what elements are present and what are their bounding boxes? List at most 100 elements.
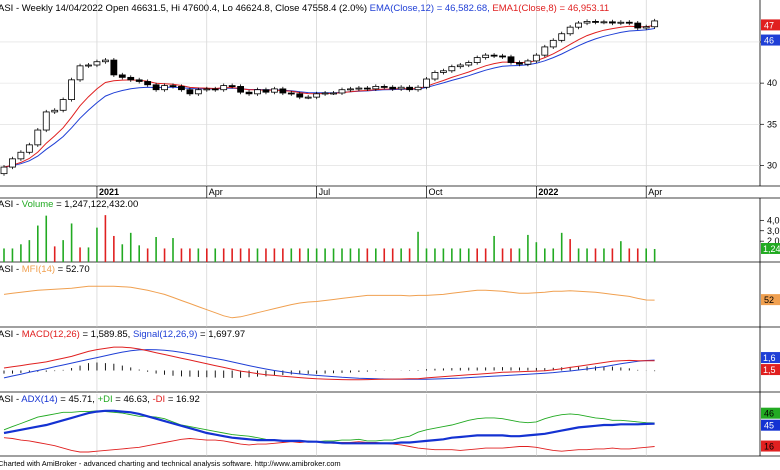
volume-last-value: 1,24 bbox=[763, 244, 780, 254]
candle-down bbox=[592, 21, 599, 23]
candle-up bbox=[575, 22, 582, 28]
candle-down bbox=[262, 89, 270, 93]
candle-up bbox=[161, 85, 168, 91]
volume-last-badge bbox=[761, 242, 780, 254]
signal-last-value: 1,6 bbox=[763, 353, 776, 363]
candle-down bbox=[490, 54, 498, 57]
candle-down bbox=[634, 22, 642, 29]
candle-down bbox=[516, 62, 523, 65]
y-tick-label: 40 bbox=[767, 78, 777, 88]
candle-up bbox=[465, 62, 473, 66]
candle-up bbox=[9, 158, 16, 168]
candle-down bbox=[507, 56, 515, 63]
candle-up bbox=[524, 60, 532, 65]
adx-line bbox=[3, 409, 655, 445]
candle-down bbox=[499, 55, 506, 58]
candle-up bbox=[600, 21, 608, 24]
candle-up bbox=[423, 78, 430, 88]
candle-down bbox=[118, 74, 126, 78]
candle-up bbox=[194, 89, 202, 95]
candle-down bbox=[186, 89, 194, 95]
candle-down bbox=[625, 21, 633, 24]
y-tick-label: 3,0 bbox=[767, 226, 780, 236]
candle-up bbox=[17, 151, 25, 160]
x-tick-label: 2021 bbox=[99, 187, 119, 197]
candle-up bbox=[431, 72, 439, 80]
candle-down bbox=[152, 84, 160, 91]
candle-up bbox=[456, 64, 464, 68]
y-tick-label: 2,0 bbox=[767, 236, 780, 246]
candle-down bbox=[178, 86, 185, 91]
price-title: ASI - Weekly 14/04/2022 Open 46631.5, Hi… bbox=[0, 3, 609, 14]
ema8-line bbox=[3, 24, 655, 168]
x-tick-label: 2022 bbox=[538, 187, 558, 197]
candle-up bbox=[558, 33, 566, 41]
candle-up bbox=[642, 26, 650, 29]
plus-di-last-badge bbox=[761, 407, 780, 419]
x-tick-label: Apr bbox=[648, 187, 662, 197]
signal-last-badge bbox=[761, 352, 780, 364]
x-tick-label: Jul bbox=[319, 187, 331, 197]
x-tick-label: Oct bbox=[429, 187, 444, 197]
candle-down bbox=[406, 86, 414, 91]
plus-di-line bbox=[3, 410, 655, 443]
candle-up bbox=[566, 26, 574, 35]
y-tick-label: 35 bbox=[767, 119, 777, 129]
candle-up bbox=[330, 92, 337, 95]
candle-down bbox=[144, 81, 152, 86]
candle-up bbox=[347, 88, 354, 91]
candle-up bbox=[532, 54, 540, 62]
plus-di-last-value: 46 bbox=[764, 409, 774, 419]
macd-last-badge bbox=[761, 364, 780, 376]
candle-up bbox=[220, 85, 228, 91]
candle-up bbox=[203, 88, 211, 91]
candle-down bbox=[245, 91, 253, 95]
candle-up bbox=[549, 39, 557, 48]
candle-up bbox=[25, 144, 33, 153]
candle-up bbox=[617, 21, 625, 24]
candle-down bbox=[363, 87, 371, 90]
candle-up bbox=[397, 86, 405, 90]
adx-last-badge bbox=[761, 419, 780, 431]
macd-title: ASI - MACD(12,26) = 1,589.85, Signal(12,… bbox=[0, 329, 245, 340]
candle-up bbox=[321, 92, 329, 95]
volume-title: ASI - Volume = 1,247,122,432.00 bbox=[0, 199, 138, 210]
candle-up bbox=[85, 64, 92, 67]
x-tick-label: Apr bbox=[209, 187, 223, 197]
candle-down bbox=[287, 92, 295, 95]
candle-up bbox=[76, 65, 84, 81]
candle-up bbox=[414, 86, 422, 91]
candle-up bbox=[93, 61, 101, 66]
candle-up bbox=[0, 166, 8, 175]
mfi-last-badge bbox=[761, 294, 780, 306]
candle-down bbox=[127, 76, 135, 81]
candle-up bbox=[254, 89, 261, 95]
candle-down bbox=[135, 79, 143, 82]
candle-up bbox=[583, 21, 591, 24]
candle-up bbox=[51, 109, 59, 113]
adx-title: ASI - ADX(14) = 45.71, +DI = 46.63, -DI … bbox=[0, 394, 200, 405]
candle-up bbox=[355, 87, 363, 90]
candle-up bbox=[439, 70, 447, 73]
candle-down bbox=[110, 59, 118, 76]
candle-up bbox=[338, 89, 346, 94]
ema8-last-badge bbox=[761, 19, 780, 31]
candle-down bbox=[211, 88, 219, 91]
candle-down bbox=[279, 88, 287, 94]
footer-text: Charted with AmiBroker - advanced charti… bbox=[0, 459, 341, 468]
candle-up bbox=[541, 46, 549, 56]
mfi-line bbox=[3, 285, 655, 319]
adx-last-value: 45 bbox=[764, 421, 774, 431]
candle-up bbox=[270, 88, 278, 93]
ema12-last-badge bbox=[761, 34, 780, 46]
candle-up bbox=[102, 59, 109, 63]
candle-down bbox=[169, 85, 177, 87]
candle-down bbox=[296, 93, 304, 98]
candle-up bbox=[68, 79, 75, 100]
minus-di-last-badge bbox=[761, 440, 780, 452]
ema12-line bbox=[3, 28, 655, 168]
candle-up bbox=[34, 129, 42, 146]
mfi-last-value: 52 bbox=[764, 295, 774, 305]
